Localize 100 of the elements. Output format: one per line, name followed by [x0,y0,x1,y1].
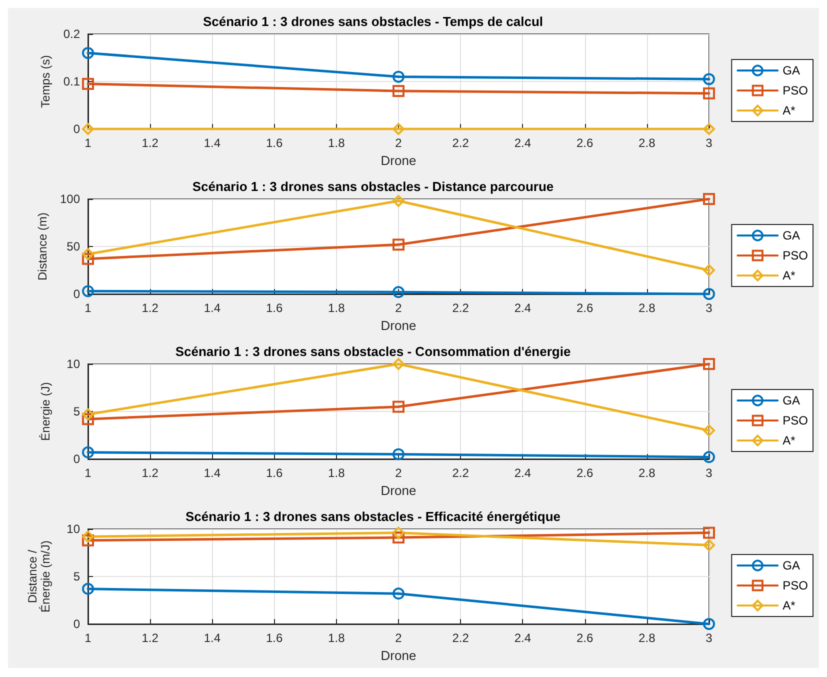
legend-label: A* [782,434,796,448]
point [392,194,404,207]
point [392,526,404,539]
x-tick-label: 2.6 [576,301,594,315]
x-tick-label: 1.4 [204,301,221,315]
x-tick-label: 3 [706,136,713,150]
y-axis-title: Énergie (J) [38,382,52,441]
point [82,530,94,543]
x-tick-label: 1.4 [204,136,221,150]
point [82,78,94,90]
x-tick-label: 2 [395,466,402,480]
point [703,424,715,436]
x-tick-label: 2.4 [514,466,532,480]
x-axis-title: Drone [380,482,416,498]
y-tick-label: 10 [66,357,80,371]
x-tick-label: 1.8 [328,466,346,480]
legend-label: GA [782,394,800,408]
point [392,588,404,600]
x-tick-label: 3 [706,631,713,645]
y-axis-title: Distance / Énergie (m/J) [26,540,52,613]
x-tick-label: 2.4 [514,136,532,150]
x-tick-label: 2.8 [638,301,656,315]
y-axis-title: Distance (m) [36,212,50,281]
chart-title: Scénario 1 : 3 drones sans obstacles - Consommation d'énergie [175,344,571,359]
point [703,618,715,630]
x-tick-label: 1.6 [266,466,283,480]
y-tick-label: 0 [73,617,80,631]
point [703,288,715,300]
x-axis-title: Drone [380,152,416,168]
x-tick-label: 2.6 [576,466,594,480]
x-tick-label: 1.2 [142,301,159,315]
x-tick-label: 2.2 [452,136,470,150]
point [82,408,94,420]
x-tick-label: 1.4 [204,631,221,645]
point [392,358,404,370]
x-tick-label: 2 [395,136,402,150]
x-tick-label: 2 [395,631,402,645]
point [703,123,715,135]
y-tick-label: 50 [66,240,80,254]
x-tick-label: 1.8 [328,631,346,645]
x-tick-label: 1.4 [204,466,221,480]
x-tick-label: 1 [84,136,92,150]
point [82,285,94,298]
point [82,252,94,265]
chart-title: Scénario 1 : 3 drones sans obstacles - Distance parcourue [192,179,554,194]
x-tick-label: 1.2 [142,136,159,150]
point [703,87,715,100]
x-tick-label: 1.2 [142,631,159,645]
x-tick-label: 1 [84,466,92,480]
y-tick-label: 0 [73,122,80,136]
point [82,413,94,426]
legend-label: A* [782,268,796,282]
x-tick-label: 1.6 [266,136,283,150]
chart-title: Scénario 1 : 3 drones sans obstacles - Efficacité énergétique [186,509,560,524]
x-tick-label: 1.6 [266,301,283,315]
point [82,248,94,260]
y-tick-label: 0.1 [63,74,80,88]
y-tick-label: 10 [66,522,80,536]
point [703,264,715,276]
point [392,286,404,298]
x-tick-label: 1 [84,301,92,315]
x-tick-label: 2.4 [514,301,532,315]
x-tick-label: 2 [395,301,402,315]
x-axis-title: Drone [380,648,416,663]
y-tick-label: 5 [73,570,80,584]
point [392,123,404,135]
x-tick-label: 2.2 [452,466,470,480]
x-tick-label: 2.8 [638,466,656,480]
x-tick-label: 2.2 [452,631,470,645]
point [392,400,404,413]
x-tick-label: 1 [84,631,92,645]
y-tick-label: 5 [73,404,80,418]
x-tick-label: 2.8 [638,631,656,645]
x-axis-title: Drone [380,318,416,333]
legend-label: GA [782,64,800,78]
y-tick-label: 100 [60,192,80,206]
y-tick-label: 0 [73,452,80,466]
legend-label: PSO [782,84,808,98]
x-tick-label: 1.2 [142,466,159,480]
x-tick-label: 2.8 [638,136,656,150]
legend-label: A* [782,598,796,612]
point [82,47,94,59]
point [392,448,404,460]
point [82,534,94,546]
legend-label: PSO [782,578,808,592]
x-tick-label: 1.6 [266,631,283,645]
x-tick-label: 3 [706,301,713,315]
x-tick-label: 2.6 [576,631,594,645]
legend-label: A* [782,104,796,118]
point [703,451,715,464]
x-tick-label: 3 [706,466,713,480]
point [392,532,404,544]
legend-label: GA [782,558,800,572]
y-tick-label: 0.2 [63,27,80,41]
point [82,582,94,595]
y-tick-label: 0 [73,287,80,301]
x-tick-label: 2.2 [452,301,470,315]
x-tick-label: 1.8 [328,301,346,315]
point [703,539,715,552]
point [703,526,715,539]
